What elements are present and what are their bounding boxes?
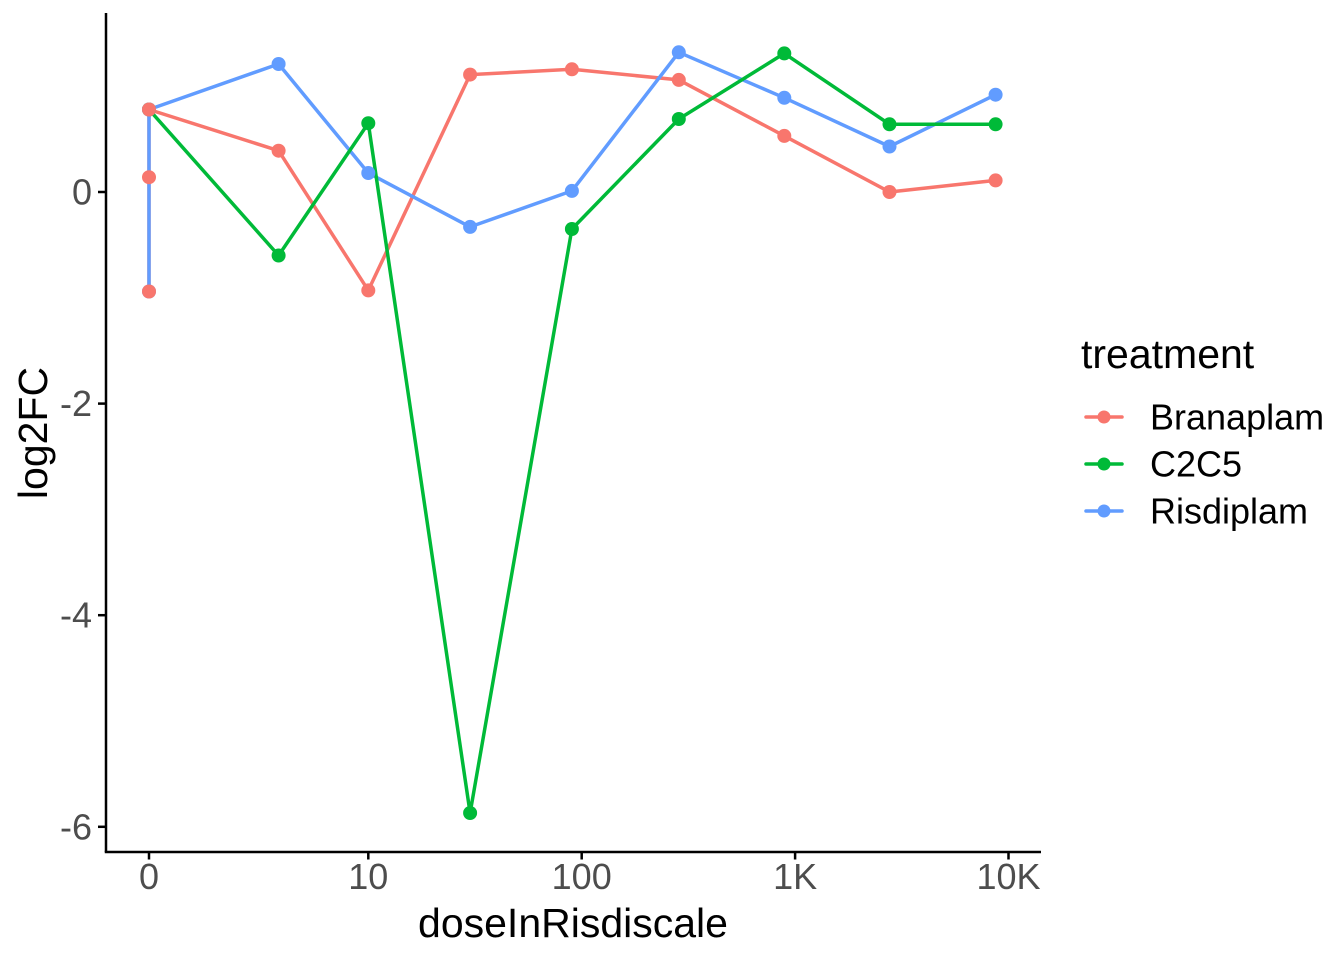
data-point-branaplam [988, 173, 1003, 188]
data-point-risdiplam [777, 90, 792, 105]
x-tick-label: 10 [348, 856, 388, 897]
legend-item-label: Risdiplam [1150, 491, 1308, 532]
data-point-risdiplam [564, 183, 579, 198]
y-tick-label: -6 [60, 806, 92, 847]
series-line-c2c5 [147, 51, 998, 815]
data-point-c2c5 [564, 222, 579, 236]
x-tick-label: 0 [139, 856, 159, 897]
legend-key-dot-branaplam [1097, 410, 1111, 424]
data-point-branaplam [361, 283, 376, 298]
data-point-risdiplam [882, 139, 897, 154]
data-point-risdiplam [361, 166, 376, 180]
data-point-c2c5 [882, 117, 897, 132]
data-point-risdiplam [988, 87, 1003, 102]
data-point-branaplam [271, 143, 286, 158]
legend-key-dot-c2c5 [1097, 457, 1111, 471]
data-point-branaplam [142, 284, 156, 299]
data-point-branaplam [142, 102, 156, 117]
data-point-c2c5 [463, 806, 478, 820]
y-tick-label: -4 [60, 595, 92, 636]
legend-key-dot-risdiplam [1097, 504, 1111, 518]
data-point-branaplam [671, 72, 686, 87]
y-tick-label: -2 [60, 383, 92, 424]
data-point-branaplam [564, 62, 579, 77]
data-point-risdiplam [671, 45, 686, 60]
data-point-c2c5 [361, 116, 376, 131]
data-point-risdiplam [271, 57, 286, 71]
data-point-c2c5 [671, 112, 686, 126]
legend-item-label: C2C5 [1150, 444, 1242, 485]
y-tick-label: 0 [72, 172, 92, 213]
data-point-c2c5 [777, 46, 792, 61]
x-axis-title: doseInRisdiscale [418, 900, 728, 946]
data-point-branaplam [463, 67, 478, 82]
legend-item-label: Branaplam [1150, 397, 1324, 438]
data-point-c2c5 [271, 248, 286, 263]
data-point-risdiplam [463, 219, 478, 234]
x-tick-label: 1K [773, 856, 817, 897]
x-tick-label: 100 [552, 856, 612, 897]
x-tick-label: 10K [976, 856, 1040, 897]
series-line-risdiplam [147, 50, 998, 294]
y-axis-title: log2FC [10, 367, 56, 499]
data-point-branaplam [882, 185, 897, 199]
data-point-branaplam [777, 128, 792, 143]
legend-title: treatment [1081, 331, 1255, 377]
data-point-branaplam [142, 170, 156, 185]
data-point-c2c5 [988, 117, 1003, 132]
